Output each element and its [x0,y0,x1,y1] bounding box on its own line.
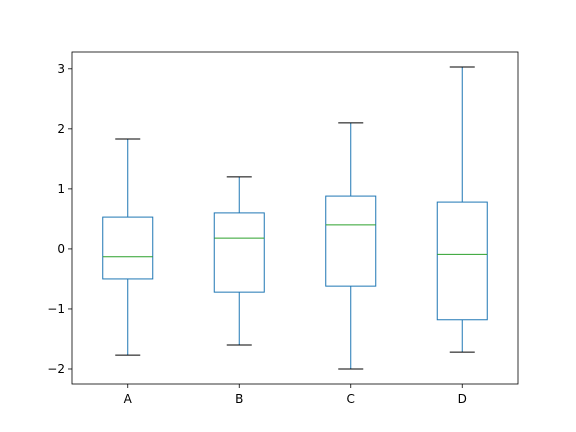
y-tick-label: 0 [57,242,65,256]
x-tick-label: C [347,392,355,406]
iqr-box [325,195,377,287]
iqr-box [213,212,265,293]
box-C [325,122,377,370]
iqr-box [102,216,154,280]
boxes [102,66,488,370]
y-tick-label: −1 [47,302,65,316]
y-tick-label: 2 [57,122,65,136]
y-axis: −2 −1 0 1 2 3 [47,62,72,376]
box-A [102,138,154,356]
x-tick-label: A [124,392,133,406]
y-tick-label: 3 [57,62,65,76]
iqr-box [436,201,488,321]
x-axis: A B C D [124,384,467,406]
box-B [213,176,265,346]
x-tick-label: B [235,392,243,406]
y-tick-label: −2 [47,362,65,376]
plot-area [71,51,519,385]
box-D [436,66,488,353]
x-tick-label: D [458,392,467,406]
y-tick-label: 1 [57,182,65,196]
plot-frame [71,51,519,385]
